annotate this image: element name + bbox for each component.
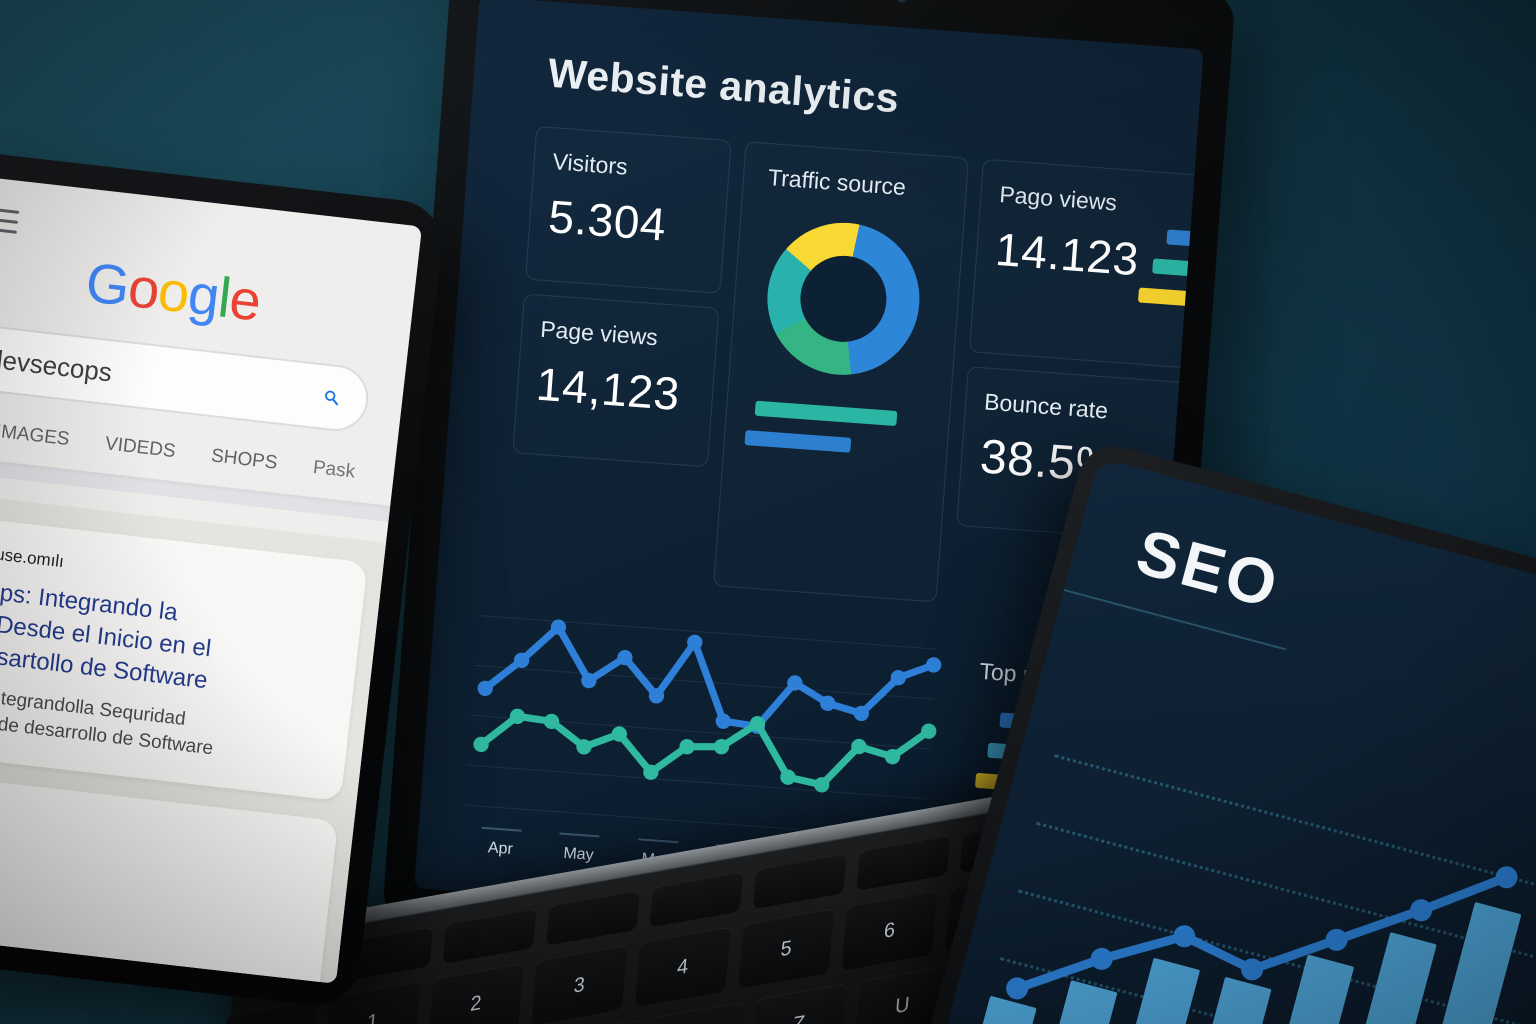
key-blank — [856, 834, 951, 892]
tab-pask[interactable]: Pask — [311, 456, 357, 483]
laptop: Website analytics Visitors 5.304 Page vi… — [381, 0, 1236, 978]
seo-line — [1006, 866, 1518, 1000]
more-results-card[interactable]: ramhes — [0, 770, 339, 984]
hamburger-menu-icon[interactable] — [0, 207, 20, 234]
key-6: 6 — [841, 889, 938, 971]
traffic-source-card: Traffic source — [713, 141, 970, 603]
traffic-source-donut-chart — [762, 217, 925, 381]
tab-images[interactable]: IMAGES — [0, 420, 71, 451]
search-bar[interactable] — [0, 322, 372, 435]
page-views-label: Page views — [539, 315, 659, 351]
key-Z: Z — [750, 983, 848, 1024]
page-title: Website analytics — [546, 49, 901, 122]
laptop-screen: Website analytics Visitors 5.304 Page vi… — [414, 0, 1204, 942]
key-blank — [649, 871, 744, 928]
tab-shops[interactable]: SHOPS — [210, 445, 279, 474]
pago-views-bars-chart — [1133, 227, 1204, 354]
webcam-icon — [897, 0, 909, 5]
key-5: 5 — [738, 908, 835, 990]
page-views-value: 14,123 — [534, 357, 682, 421]
traffic-source-legend-bars — [742, 400, 931, 459]
pago-views-value: 14.123 — [993, 222, 1141, 286]
seo-growth-chart: JunFebMarAprMayJunJul — [944, 748, 1536, 1024]
tab-videds[interactable]: VIDEDS — [103, 433, 177, 463]
phone: Google wnsIMAGESVIDEDSSHOPSPask eoogglus… — [0, 146, 447, 1011]
bounce-rate-label: Bounce rate — [983, 388, 1109, 424]
google-logo-letter: e — [226, 266, 264, 333]
key-blank — [752, 853, 847, 910]
key-2: 2 — [427, 962, 525, 1024]
bar — [1151, 258, 1204, 284]
bar — [1165, 229, 1204, 253]
bar — [754, 400, 898, 427]
tablet-screen: SEO JunFebMarAprMayJunJul — [910, 457, 1536, 1024]
traffic-source-label: Traffic source — [767, 164, 907, 201]
page-views-card: Page views 14,123 — [512, 293, 720, 468]
month-label: Apr — [461, 825, 541, 861]
tablet: SEO JunFebMarAprMayJunJul — [891, 438, 1536, 1024]
visitors-trend-chart: AprMayMayJunJulAug — [458, 599, 948, 925]
key-4: 4 — [634, 926, 731, 1008]
visitors-value: 5.304 — [546, 190, 668, 251]
pago-views-label: Pago views — [998, 181, 1118, 216]
search-results: eooggluse.omılı SecOps: Integrando la ri… — [0, 488, 387, 984]
more-results-label: ramhes — [0, 795, 310, 862]
search-input[interactable] — [0, 341, 326, 413]
pago-views-card: Pago views 14.123 — [968, 158, 1204, 371]
month-label: May — [539, 831, 619, 867]
line-chart-svg — [473, 619, 942, 793]
search-result-card[interactable]: eooggluse.omılı SecOps: Integrando la ri… — [0, 511, 368, 802]
key-blank — [545, 889, 641, 946]
google-logo-letter: G — [82, 250, 133, 318]
phone-screen: Google wnsIMAGESVIDEDSSHOPSPask eoogglus… — [0, 172, 423, 984]
visitors-card: Visitors 5.304 — [524, 125, 732, 294]
bar — [744, 430, 852, 453]
key-T: T — [647, 1001, 744, 1024]
visitors-label: Visitors — [551, 148, 629, 180]
key-blank — [442, 907, 537, 965]
bar — [1137, 287, 1204, 309]
search-icon[interactable] — [321, 381, 342, 415]
key-3: 3 — [531, 944, 628, 1024]
